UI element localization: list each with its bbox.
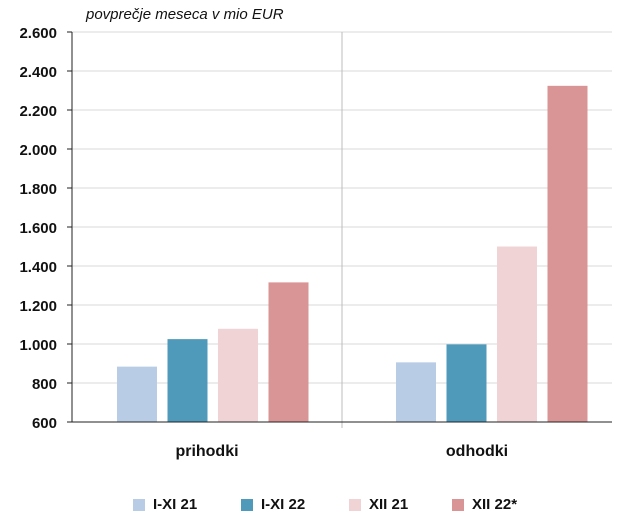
y-tick-label: 1.600	[19, 220, 57, 237]
y-tick-label: 1.800	[19, 181, 57, 198]
y-tick-label: 800	[32, 376, 57, 393]
legend-swatch	[349, 499, 361, 511]
bar	[268, 282, 309, 422]
y-tick-label: 1.400	[19, 259, 57, 276]
y-tick-label: 600	[32, 415, 57, 432]
y-tick-label: 1.200	[19, 298, 57, 315]
y-tick-label: 2.400	[19, 64, 57, 81]
unit-note: povprečje meseca v mio EUR	[86, 6, 284, 23]
bar	[396, 362, 436, 422]
y-tick-label: 1.000	[19, 337, 57, 354]
bar	[446, 344, 487, 422]
bar	[547, 85, 588, 422]
legend-label: XII 22*	[472, 496, 518, 513]
bar	[117, 366, 157, 422]
legend-label: I-XI 22	[261, 496, 306, 513]
y-tick-label: 2.200	[19, 103, 57, 120]
legend-label: I-XI 21	[153, 496, 198, 513]
bar	[167, 339, 208, 422]
y-tick-label: 2.600	[19, 25, 57, 42]
bar	[218, 328, 258, 422]
x-category-label: odhodki	[446, 443, 508, 460]
legend-swatch	[133, 499, 145, 511]
legend-swatch	[452, 499, 464, 511]
x-category-label: prihodki	[175, 443, 238, 460]
legend-label: XII 21	[369, 496, 409, 513]
bar	[497, 246, 537, 422]
legend-swatch	[241, 499, 253, 511]
y-tick-label: 2.000	[19, 142, 57, 159]
